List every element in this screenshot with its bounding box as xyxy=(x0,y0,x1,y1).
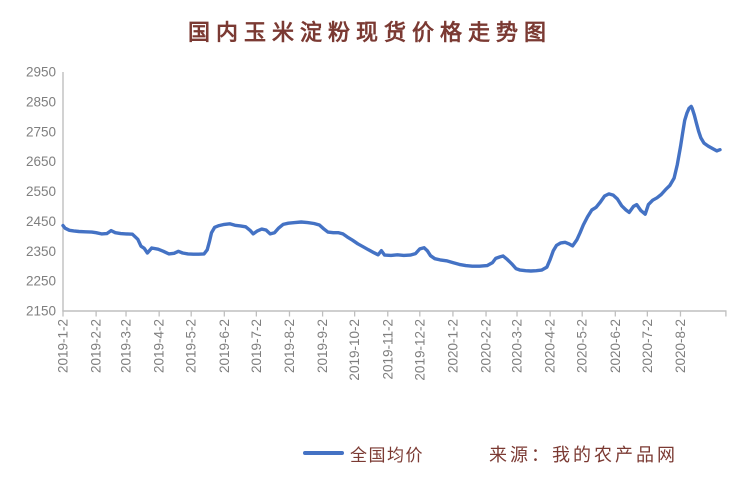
x-tick-label: 2019-11-2 xyxy=(380,319,395,380)
x-tick-label: 2020-8-2 xyxy=(673,319,688,373)
x-tick-label: 2019-3-2 xyxy=(119,319,134,373)
x-tick-label: 2020-3-2 xyxy=(510,319,525,373)
x-tick-label: 2020-4-2 xyxy=(543,319,558,373)
x-tick-label: 2019-1-2 xyxy=(56,319,71,373)
price-chart-plot: 2150 2250 2350 2450 2550 2650 2750 2850 2950 2019… xyxy=(26,65,727,381)
y-tick-label: 2950 xyxy=(26,65,56,80)
x-tick-label: 2019-7-2 xyxy=(249,319,264,373)
y-tick-label: 2750 xyxy=(26,124,56,139)
y-tick-label: 2650 xyxy=(26,154,56,169)
y-tick-label: 2150 xyxy=(26,304,56,319)
price-line xyxy=(61,104,722,273)
x-tick-label: 2020-1-2 xyxy=(445,319,460,373)
legend-item-national-average: 全国均价 xyxy=(303,440,424,466)
x-tick-label: 2020-2-2 xyxy=(479,319,494,373)
x-tick-label: 2019-10-2 xyxy=(347,319,362,381)
x-tick-label: 2019-2-2 xyxy=(89,319,104,373)
x-tick-label: 2020-6-2 xyxy=(608,319,623,373)
y-tick-label: 2850 xyxy=(26,94,56,109)
x-tick-label: 2019-9-2 xyxy=(315,319,330,373)
legend-row: 全国均价 来源：我的农产品网 xyxy=(0,440,740,466)
chart-title: 国内玉米淀粉现货价格走势图 xyxy=(187,20,552,46)
source-note: 来源：我的农产品网 xyxy=(489,445,678,466)
x-tick-label: 2019-5-2 xyxy=(184,319,199,373)
y-tick-label: 2350 xyxy=(26,244,56,259)
legend-line-marker xyxy=(303,451,344,455)
x-tick-label: 2019-12-2 xyxy=(412,319,427,381)
y-tick-label: 2250 xyxy=(26,274,56,289)
x-tick-label: 2019-8-2 xyxy=(282,319,297,373)
x-tick-label: 2020-7-2 xyxy=(640,319,655,373)
y-tick-label: 2550 xyxy=(26,184,56,199)
x-tick-label: 2020-5-2 xyxy=(575,319,590,373)
y-tick-label: 2450 xyxy=(26,214,56,229)
x-tick-label: 2019-6-2 xyxy=(217,319,232,373)
legend-label: 全国均价 xyxy=(350,445,424,466)
x-tick-label: 2019-4-2 xyxy=(152,319,167,373)
